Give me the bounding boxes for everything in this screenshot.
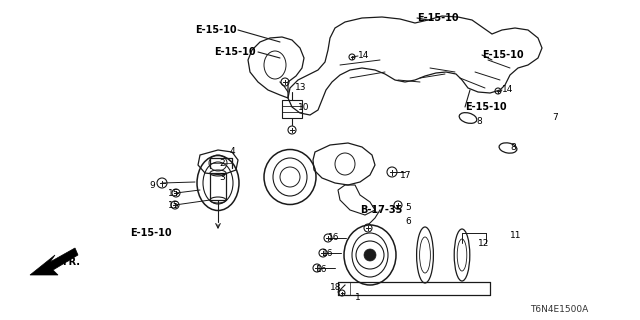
Text: 12: 12 <box>478 238 490 247</box>
Text: 15: 15 <box>168 201 179 210</box>
Text: E-15-10: E-15-10 <box>417 13 459 23</box>
Text: E-15-10: E-15-10 <box>195 25 237 35</box>
Text: 3: 3 <box>219 172 225 181</box>
Text: 15: 15 <box>168 188 179 197</box>
Text: FR.: FR. <box>62 257 80 267</box>
Text: 2: 2 <box>219 158 225 167</box>
Text: 17: 17 <box>400 171 412 180</box>
Text: 9: 9 <box>149 180 155 189</box>
Text: 16: 16 <box>322 249 333 258</box>
Text: E-15-10: E-15-10 <box>130 228 172 238</box>
Text: 6: 6 <box>405 218 411 227</box>
Text: 18: 18 <box>330 283 342 292</box>
Text: 16: 16 <box>328 233 339 242</box>
Text: 5: 5 <box>405 203 411 212</box>
Text: T6N4E1500A: T6N4E1500A <box>530 306 588 315</box>
Text: 16: 16 <box>316 265 328 274</box>
Text: 10: 10 <box>298 103 310 113</box>
Text: 13: 13 <box>295 84 307 92</box>
Polygon shape <box>30 248 78 275</box>
Text: 1: 1 <box>355 293 361 302</box>
Text: 7: 7 <box>552 113 557 122</box>
Text: 8: 8 <box>510 142 516 151</box>
Text: 4: 4 <box>230 148 236 156</box>
Circle shape <box>364 249 376 261</box>
Text: 14: 14 <box>502 85 513 94</box>
Text: 11: 11 <box>510 230 522 239</box>
Text: 8: 8 <box>476 116 482 125</box>
Text: 14: 14 <box>358 52 369 60</box>
Text: E-15-10: E-15-10 <box>465 102 507 112</box>
Text: E-15-10: E-15-10 <box>214 47 256 57</box>
Text: B-17-35: B-17-35 <box>360 205 403 215</box>
Text: E-15-10: E-15-10 <box>482 50 524 60</box>
